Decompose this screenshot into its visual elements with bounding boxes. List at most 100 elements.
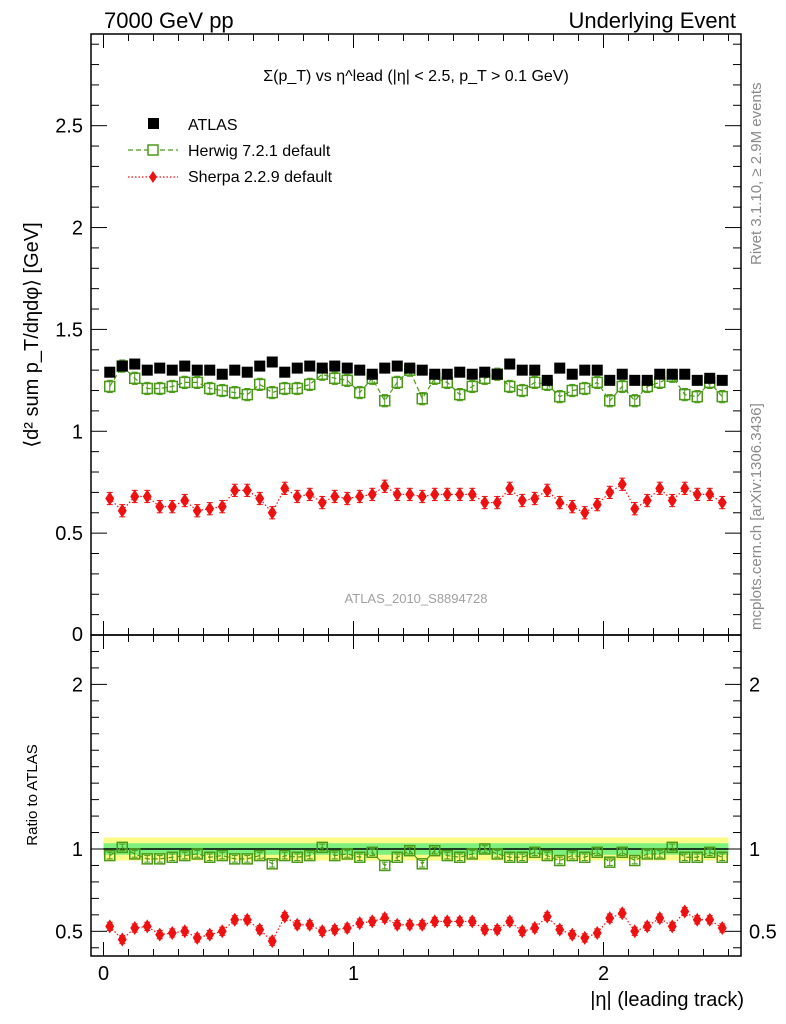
herwig-ratio-point <box>254 849 266 862</box>
sherpa-ratio-point <box>705 912 715 927</box>
sherpa-ratio-point <box>367 914 377 929</box>
atlas-point <box>316 362 328 374</box>
herwig-ratio-point <box>691 851 703 863</box>
sherpa-ratio-point <box>192 930 202 945</box>
sherpa-ratio-point <box>167 925 177 940</box>
atlas-point <box>691 374 703 386</box>
atlas-point <box>416 364 428 376</box>
herwig-ratio-point <box>479 843 491 855</box>
x-axis-label: |η| (leading track) <box>590 989 744 1011</box>
sherpa-point <box>192 503 202 518</box>
herwig-ratio-point <box>629 854 641 867</box>
analysis-category-label: Underlying Event <box>568 8 736 33</box>
herwig-point <box>354 386 366 399</box>
atlas-point <box>641 374 653 386</box>
herwig-ratio-point <box>304 849 316 862</box>
legend-sherpa-label: Sherpa 2.2.9 default <box>188 169 333 186</box>
sherpa-ratio-point <box>305 917 315 932</box>
sherpa-point <box>317 495 327 510</box>
herwig-line <box>109 365 723 402</box>
atlas-point <box>154 362 166 374</box>
y-tick-label: 0 <box>72 624 83 646</box>
sherpa-point <box>642 493 652 508</box>
herwig-ratio-point <box>129 848 141 860</box>
herwig-point <box>266 386 278 399</box>
herwig-ratio-point <box>291 851 303 863</box>
sherpa-ratio-point <box>555 922 565 937</box>
sherpa-ratio-point <box>605 911 615 926</box>
sherpa-point <box>367 487 377 502</box>
sherpa-point <box>405 487 415 502</box>
sherpa-ratio-point <box>542 909 552 924</box>
analysis-watermark: ATLAS_2010_S8894728 <box>345 591 488 606</box>
herwig-point <box>604 394 616 407</box>
ratio-y-tick-label: 2 <box>749 674 760 696</box>
herwig-point <box>691 390 703 403</box>
atlas-point <box>616 368 628 380</box>
ratio-y-tick-label: 0.5 <box>749 921 777 943</box>
atlas-point <box>466 368 478 380</box>
atlas-point <box>366 368 378 380</box>
atlas-point <box>554 362 566 374</box>
herwig-ratio-point <box>641 848 653 860</box>
legend-atlas-label: ATLAS <box>188 117 238 134</box>
sherpa-ratio-point <box>392 917 402 932</box>
atlas-point <box>166 364 178 376</box>
herwig-ratio-point <box>404 844 416 857</box>
atlas-point <box>666 368 678 380</box>
sherpa-point <box>517 493 527 508</box>
sherpa-ratio-point <box>480 922 490 937</box>
collision-energy-label: 7000 GeV pp <box>104 8 234 33</box>
sherpa-point <box>267 505 277 520</box>
atlas-point <box>679 368 691 380</box>
herwig-point <box>166 380 178 393</box>
herwig-ratio-point <box>579 851 591 863</box>
sherpa-ratio-point <box>280 909 290 924</box>
herwig-ratio-point <box>679 851 691 863</box>
herwig-ratio-point <box>541 849 553 862</box>
sherpa-ratio-point <box>505 914 515 929</box>
sherpa-point <box>630 501 640 516</box>
ratio-y-tick-label: 1 <box>749 839 760 861</box>
herwig-ratio-point <box>229 853 241 865</box>
sherpa-point <box>442 487 452 502</box>
sherpa-point <box>342 491 352 506</box>
ratio-y-tick-label: 1 <box>72 839 83 861</box>
herwig-point <box>329 372 341 385</box>
atlas-point <box>704 372 716 384</box>
herwig-point <box>716 390 728 403</box>
atlas-point <box>516 364 528 376</box>
herwig-point <box>391 376 403 389</box>
herwig-ratio-point <box>616 846 628 859</box>
sherpa-point <box>430 487 440 502</box>
atlas-point <box>454 366 466 378</box>
chart-title: Σ(p_T) vs η^lead (|η| < 2.5, p_T > 0.1 G… <box>263 68 569 85</box>
sherpa-ratio-point <box>592 925 602 940</box>
sherpa-ratio-point <box>642 919 652 934</box>
sherpa-point <box>292 489 302 504</box>
sherpa-ratio-point <box>530 921 540 936</box>
sherpa-point <box>217 499 227 514</box>
sherpa-point <box>230 483 240 498</box>
herwig-ratio-point <box>654 848 666 860</box>
herwig-ratio-point <box>341 848 353 860</box>
herwig-point <box>179 376 191 389</box>
atlas-point <box>354 364 366 376</box>
atlas-point <box>579 364 591 376</box>
herwig-point <box>629 394 641 407</box>
herwig-ratio-point <box>566 849 578 862</box>
herwig-point <box>291 382 303 395</box>
herwig-ratio-point <box>266 858 278 870</box>
sherpa-point <box>142 489 152 504</box>
sherpa-ratio-point <box>105 919 115 934</box>
atlas-point <box>529 364 541 376</box>
sherpa-point <box>392 487 402 502</box>
herwig-ratio-point <box>116 841 128 854</box>
atlas-point <box>116 360 128 372</box>
y-tick-label: 2.5 <box>55 116 83 138</box>
atlas-point <box>404 362 416 374</box>
sherpa-point <box>255 491 265 506</box>
legend-herwig-marker <box>147 144 159 156</box>
herwig-point <box>529 376 541 389</box>
